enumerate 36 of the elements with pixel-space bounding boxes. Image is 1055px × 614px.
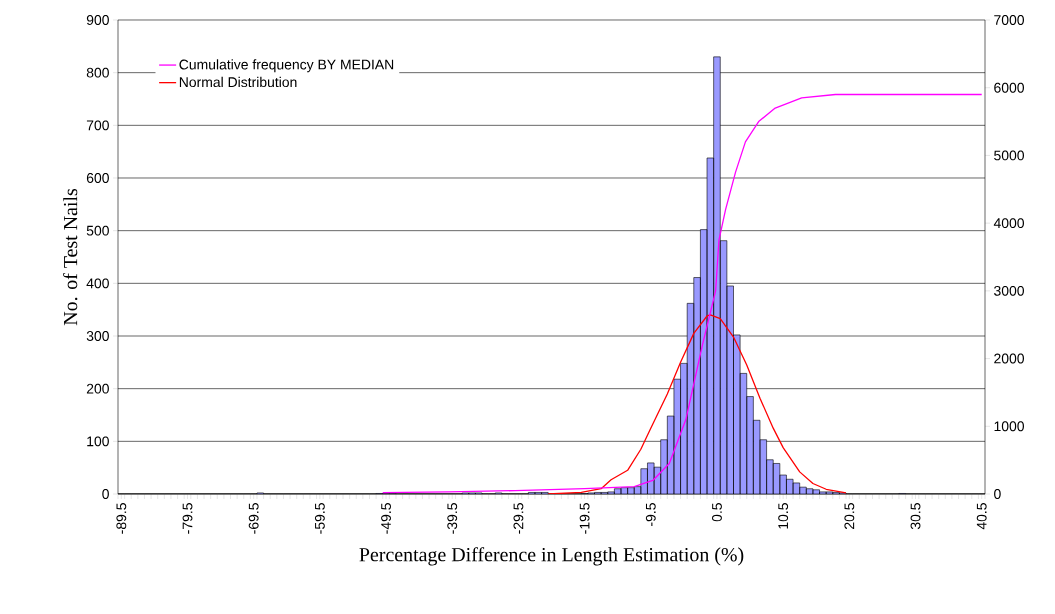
x-tick-label: -79.5 [182,503,193,534]
y2-tick-label: 0 [994,489,1001,499]
y2-tick-label: 6000 [994,82,1025,93]
y-tick-label: 300 [86,331,109,341]
y-tick-label: 600 [86,173,109,183]
y-tick-label: 100 [87,436,109,447]
y2-tick-label: 3000 [994,285,1025,296]
y-tick-label: 400 [86,278,109,289]
x-tick-label: -19.5 [579,503,590,534]
x-tick-label: 10.5 [778,503,789,529]
y-tick-label: 500 [86,225,109,236]
x-tick-label: -59.5 [314,503,325,534]
y-tick-label: 200 [86,383,109,394]
x-tick-label: 0.5 [712,503,722,522]
legend-label: Normal Distribution [179,76,297,88]
x-tick-label: -29.5 [513,503,524,534]
y2-tick-label: 7000 [994,15,1025,25]
x-tick-label: -9.5 [645,503,656,526]
x-tick-label: 30.5 [910,503,921,530]
x-tick-label: -39.5 [447,503,458,534]
y-axis-title: No. of Test Nails [63,188,78,326]
legend-label: Cumulative frequency BY MEDIAN [179,59,394,73]
x-axis-title: Percentage Difference in Length Estimation (%) [359,547,744,566]
y2-tick-label: 4000 [993,218,1025,229]
x-tick-label: -49.5 [381,503,391,534]
y2-tick-label: 1000 [994,421,1025,432]
y-tick-label: 900 [86,15,109,25]
x-tick-label: -69.5 [248,503,259,534]
x-tick-label: 40.5 [976,503,987,530]
x-tick-label: -89.5 [116,503,127,534]
y-tick-label: 700 [86,120,109,131]
y2-tick-label: 2000 [994,353,1025,364]
y-tick-label: 0 [102,489,109,499]
y2-tick-label: 5000 [994,150,1025,161]
x-tick-label: 20.5 [844,503,855,529]
y-tick-label: 800 [86,67,109,78]
